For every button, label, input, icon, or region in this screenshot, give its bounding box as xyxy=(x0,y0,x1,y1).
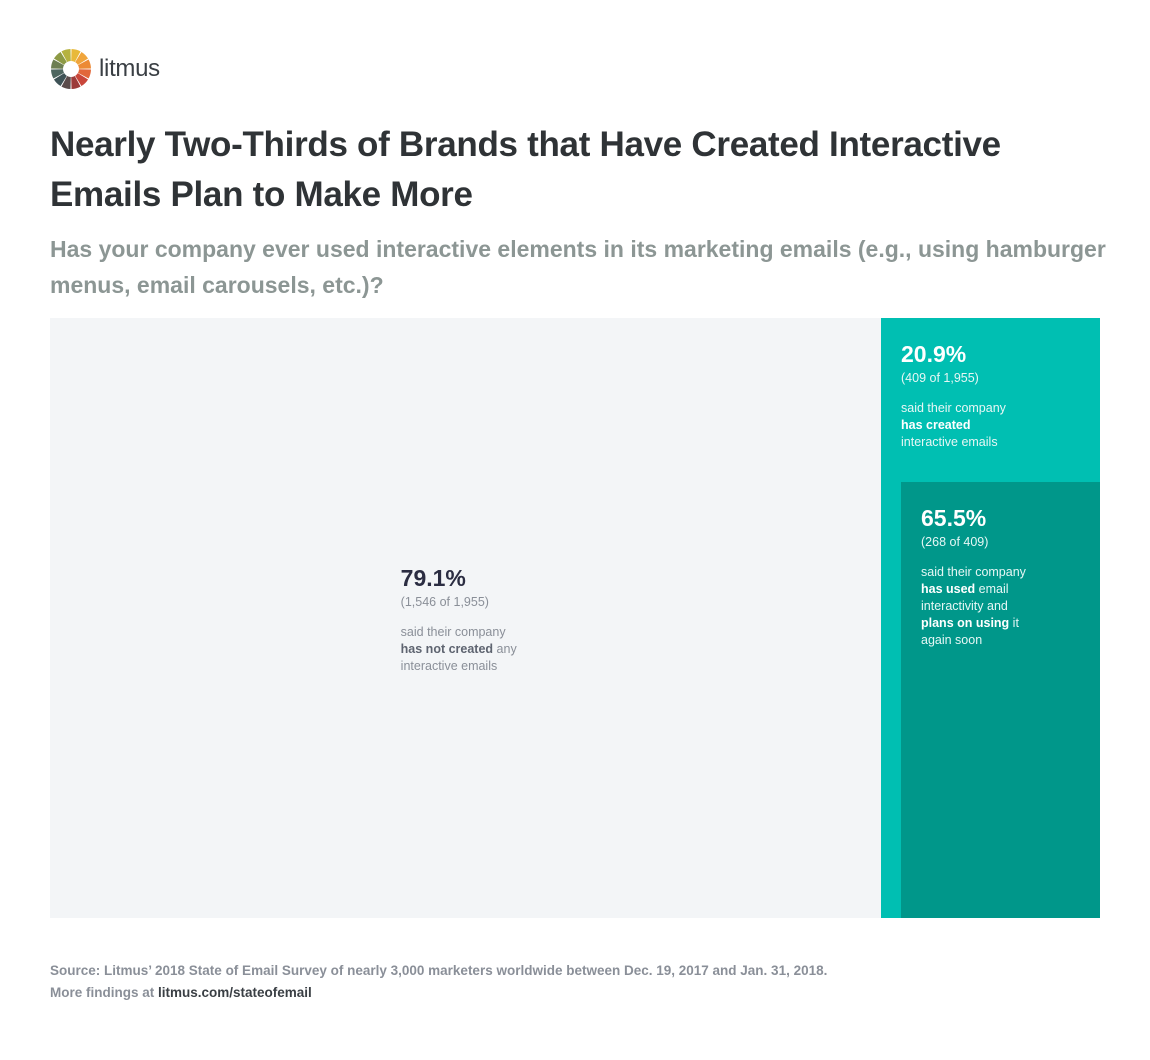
brand-name: litmus xyxy=(99,55,160,82)
desc-not-created: said their company has not created any i… xyxy=(400,625,517,673)
treemap-chart: 79.1% (1,546 of 1,955) said their compan… xyxy=(50,318,1100,918)
pct-created: 20.9% xyxy=(901,341,967,367)
source-text: Source: Litmus’ 2018 State of Email Surv… xyxy=(50,963,828,978)
logo-wedge xyxy=(53,51,67,65)
desc-created: said their company has created interacti… xyxy=(901,401,1006,449)
logo-wedge xyxy=(78,59,91,69)
chart-title: Nearly Two-Thirds of Brands that Have Cr… xyxy=(50,125,1001,214)
count-not-created: (1,546 of 1,955) xyxy=(400,595,489,609)
label-not-created: 79.1% (1,546 of 1,955) said their compan… xyxy=(401,564,517,675)
litmus-wheel-icon xyxy=(51,49,91,89)
pct-plans-again: 65.5% xyxy=(921,505,987,531)
segment-plans-again xyxy=(901,482,1100,918)
chart-subtitle: Has your company ever used interactive e… xyxy=(50,236,1106,298)
stateofemail-link[interactable]: litmus.com/stateofemail xyxy=(158,985,312,1000)
more-findings: More findings at litmus.com/stateofemail xyxy=(50,982,827,1004)
desc-plans-again: said their company has used email intera… xyxy=(921,565,1026,647)
label-plans-again: 65.5% (268 of 409) said their company ha… xyxy=(921,504,1026,649)
logo-wedge xyxy=(75,73,89,87)
logo-wedge xyxy=(75,51,89,65)
count-plans-again: (268 of 409) xyxy=(921,535,989,549)
source-note: Source: Litmus’ 2018 State of Email Surv… xyxy=(50,960,827,1004)
pct-not-created: 79.1% xyxy=(400,565,466,591)
count-created: (409 of 1,955) xyxy=(901,371,979,385)
label-created: 20.9% (409 of 1,955) said their company … xyxy=(901,340,1006,451)
treemap-svg xyxy=(50,318,1100,918)
logo-wedge xyxy=(71,76,81,89)
logo-wedge xyxy=(78,69,91,79)
segment-not-created xyxy=(50,318,881,918)
logo-wedge xyxy=(71,49,81,62)
logo-wedge xyxy=(61,76,71,89)
logo-wedge xyxy=(53,73,67,87)
logo-wedge xyxy=(51,69,64,79)
logo-wedge xyxy=(61,49,71,62)
logo-wedge xyxy=(51,59,64,69)
litmus-logo: litmus xyxy=(50,48,160,90)
more-findings-prefix: More findings at xyxy=(50,985,158,1000)
